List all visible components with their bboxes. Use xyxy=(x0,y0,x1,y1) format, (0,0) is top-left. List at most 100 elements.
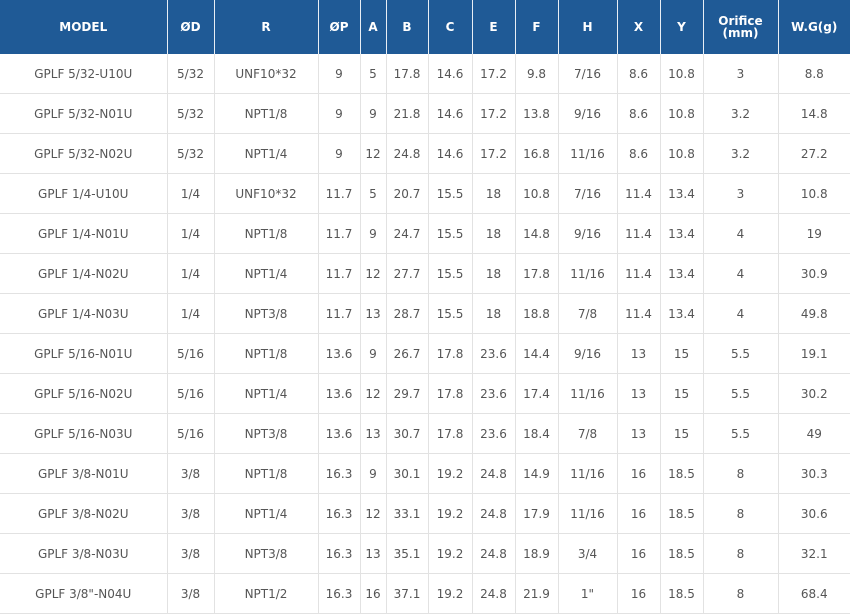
spec-cell: 17.2 xyxy=(471,133,515,174)
spec-cell: 15.5 xyxy=(427,253,472,294)
spec-cell: 16.8 xyxy=(514,133,558,174)
spec-cell: 19 xyxy=(777,213,850,254)
model-cell: GPLF 5/16-N01U xyxy=(0,333,167,374)
spec-cell: 18 xyxy=(471,253,515,294)
spec-cell: 16.3 xyxy=(317,533,360,574)
spec-cell: 11.4 xyxy=(616,213,660,254)
spec-cell: NPT3/8 xyxy=(213,293,318,334)
table-row: GPLF 5/32-U10U 5/32 UNF10*32 9 5 17.8 14.6 17.2… xyxy=(0,54,850,94)
spec-cell: 13.6 xyxy=(317,413,360,454)
spec-cell: 49.8 xyxy=(777,293,850,334)
model-cell: GPLF 5/16-N03U xyxy=(0,413,167,454)
spec-cell: 28.7 xyxy=(385,293,428,334)
spec-cell: 7/8 xyxy=(557,413,617,454)
spec-cell: 18.8 xyxy=(514,293,558,334)
table-row: GPLF 1/4-N03U 1/4 NPT3/8 11.7 13 28.7 15.5 18 18… xyxy=(0,293,850,334)
spec-cell: 30.7 xyxy=(385,413,428,454)
spec-cell: 30.3 xyxy=(777,453,850,494)
spec-cell: 24.8 xyxy=(471,493,515,534)
spec-cell: 11.4 xyxy=(616,293,660,334)
spec-cell: 13 xyxy=(359,293,386,334)
spec-cell: 19.2 xyxy=(427,533,472,574)
spec-cell: 4 xyxy=(702,293,778,334)
spec-cell: 9 xyxy=(359,333,386,374)
spec-cell: 8 xyxy=(702,453,778,494)
spec-cell: 3/8 xyxy=(166,493,214,534)
column-header: ØP xyxy=(317,0,360,54)
spec-cell: 10.8 xyxy=(659,133,703,174)
spec-cell: 4 xyxy=(702,213,778,254)
spec-cell: 13 xyxy=(616,413,660,454)
spec-cell: 24.8 xyxy=(385,133,428,174)
spec-cell: 29.7 xyxy=(385,373,428,414)
spec-cell: 1/4 xyxy=(166,213,214,254)
spec-cell: 21.9 xyxy=(514,573,558,614)
column-header: Y xyxy=(659,0,703,54)
spec-cell: NPT1/8 xyxy=(213,453,318,494)
spec-cell: 8.6 xyxy=(616,93,660,134)
spec-cell: 18 xyxy=(471,173,515,214)
spec-cell: 3/8 xyxy=(166,573,214,614)
spec-cell: 9 xyxy=(317,93,360,134)
spec-cell: 15.5 xyxy=(427,293,472,334)
spec-cell: 5/32 xyxy=(166,133,214,174)
spec-cell: 9 xyxy=(317,54,360,94)
spec-cell: 11/16 xyxy=(557,453,617,494)
spec-cell: 32.1 xyxy=(777,533,850,574)
spec-cell: 14.8 xyxy=(514,213,558,254)
spec-cell: 17.4 xyxy=(514,373,558,414)
spec-cell: 23.6 xyxy=(471,333,515,374)
spec-cell: 13.4 xyxy=(659,173,703,214)
spec-cell: 27.7 xyxy=(385,253,428,294)
spec-cell: 12 xyxy=(359,253,386,294)
spec-cell: 8 xyxy=(702,493,778,534)
column-header: X xyxy=(616,0,660,54)
spec-cell: 21.8 xyxy=(385,93,428,134)
model-cell: GPLF 3/8-N03U xyxy=(0,533,167,574)
spec-cell: 17.2 xyxy=(471,93,515,134)
spec-cell: 8 xyxy=(702,573,778,614)
spec-cell: 18.5 xyxy=(659,573,703,614)
spec-cell: 12 xyxy=(359,493,386,534)
spec-cell: 10.8 xyxy=(659,93,703,134)
spec-cell: 49 xyxy=(777,413,850,454)
spec-cell: 24.8 xyxy=(471,533,515,574)
spec-cell: 13.4 xyxy=(659,293,703,334)
table-row: GPLF 5/32-N01U 5/32 NPT1/8 9 9 21.8 14.6 17.2 13… xyxy=(0,93,850,134)
spec-cell: 1/4 xyxy=(166,173,214,214)
column-header: W.G(g) xyxy=(777,0,850,54)
spec-cell: 3 xyxy=(702,173,778,214)
spec-cell: 23.6 xyxy=(471,413,515,454)
spec-cell: 7/16 xyxy=(557,173,617,214)
spec-cell: 5.5 xyxy=(702,373,778,414)
model-cell: GPLF 5/32-U10U xyxy=(0,54,167,94)
column-header: H xyxy=(557,0,617,54)
spec-cell: UNF10*32 xyxy=(213,54,318,94)
spec-cell: 5/16 xyxy=(166,413,214,454)
spec-cell: 16 xyxy=(616,533,660,574)
spec-cell: 15.5 xyxy=(427,213,472,254)
spec-cell: 68.4 xyxy=(777,573,850,614)
spec-cell: 14.6 xyxy=(427,54,472,94)
spec-cell: NPT1/2 xyxy=(213,573,318,614)
spec-cell: 13.6 xyxy=(317,373,360,414)
table-row: GPLF 1/4-U10U 1/4 UNF10*32 11.7 5 20.7 15.5 18 1… xyxy=(0,173,850,214)
spec-cell: 3/4 xyxy=(557,533,617,574)
spec-cell: 15 xyxy=(659,373,703,414)
spec-cell: 17.8 xyxy=(385,54,428,94)
spec-cell: 8 xyxy=(702,533,778,574)
spec-cell: 16 xyxy=(616,573,660,614)
spec-cell: 3/8 xyxy=(166,533,214,574)
spec-cell: 17.8 xyxy=(427,333,472,374)
spec-cell: 19.1 xyxy=(777,333,850,374)
spec-cell: 1/4 xyxy=(166,253,214,294)
spec-cell: 5/32 xyxy=(166,54,214,94)
table-header: MODEL ØD R ØP A B C E F H X Y Orifice (mm) W.G(g) xyxy=(0,0,850,54)
table-row: GPLF 3/8-N01U 3/8 NPT1/8 16.3 9 30.1 19.2 24.8 1… xyxy=(0,453,850,494)
spec-cell: 10.8 xyxy=(659,54,703,94)
spec-cell: 30.9 xyxy=(777,253,850,294)
table-row: GPLF 1/4-N02U 1/4 NPT1/4 11.7 12 27.7 15.5 18 17… xyxy=(0,253,850,294)
model-cell: GPLF 1/4-N01U xyxy=(0,213,167,254)
spec-cell: 13 xyxy=(616,373,660,414)
